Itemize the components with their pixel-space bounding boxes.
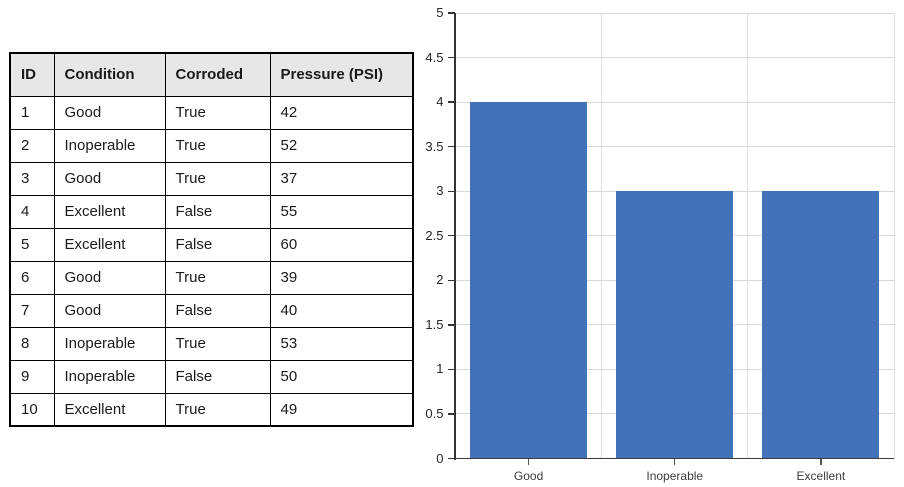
table-cell-condition: Good xyxy=(53,95,166,130)
y-axis-tick xyxy=(447,324,455,326)
table-row: 8 Inoperable True 53 xyxy=(9,326,414,361)
table-row: 6 Good True 39 xyxy=(9,260,414,295)
x-axis-category-label-good: Good xyxy=(513,468,544,483)
bar-inoperable xyxy=(616,191,734,459)
table-cell-pressure-psi: 37 xyxy=(269,161,414,196)
table-cell-corroded: True xyxy=(164,392,271,427)
y-axis-tick-label: 3 xyxy=(436,183,444,199)
column-header-pressure-psi: Pressure (PSI) xyxy=(269,52,414,97)
table-cell-condition: Excellent xyxy=(53,392,166,427)
table-row: 10 Excellent True 49 xyxy=(9,392,414,427)
table-cell-pressure-psi: 60 xyxy=(269,227,414,262)
h-gridline xyxy=(455,57,894,59)
y-axis-line xyxy=(454,13,456,460)
y-axis-tick-label: 5 xyxy=(436,5,444,20)
table-row: 7 Good False 40 xyxy=(9,293,414,328)
x-axis-tick xyxy=(527,459,530,466)
table-row: 3 Good True 37 xyxy=(9,161,414,196)
y-axis-tick-label: 0 xyxy=(436,450,444,466)
table-cell-id: 5 xyxy=(9,227,55,262)
y-axis-tick-label: 1.5 xyxy=(425,316,444,332)
table-cell-pressure-psi: 49 xyxy=(269,392,414,427)
y-axis-tick-label: 1 xyxy=(436,361,444,377)
y-axis-tick xyxy=(447,12,455,14)
table-cell-id: 7 xyxy=(9,293,55,328)
v-gridline xyxy=(747,13,749,459)
table-cell-id: 8 xyxy=(9,326,55,361)
table-cell-corroded: False xyxy=(164,227,271,262)
y-axis-tick-label: 4.5 xyxy=(425,49,444,65)
bar-excellent xyxy=(762,191,880,459)
y-axis-tick xyxy=(447,279,455,281)
table-cell-corroded: False xyxy=(164,359,271,394)
y-axis-tick xyxy=(447,413,455,415)
table-cell-pressure-psi: 42 xyxy=(269,95,414,130)
table-cell-corroded: True xyxy=(164,161,271,196)
table-cell-condition: Good xyxy=(53,260,166,295)
x-axis-category-label-inoperable: Inoperable xyxy=(646,468,704,483)
table-cell-corroded: True xyxy=(164,326,271,361)
v-gridline xyxy=(601,13,603,459)
y-axis-tick-label: 4 xyxy=(436,94,444,110)
table-cell-condition: Good xyxy=(53,161,166,196)
y-axis-tick xyxy=(447,368,455,371)
h-gridline xyxy=(455,12,894,14)
table-cell-corroded: True xyxy=(164,95,271,130)
x-axis-category-label-excellent: Excellent xyxy=(796,468,846,483)
y-axis-tick xyxy=(447,190,455,192)
table-cell-pressure-psi: 52 xyxy=(269,128,414,163)
bar-good xyxy=(470,102,588,459)
table-header-row: ID Condition Corroded Pressure (PSI) xyxy=(9,52,414,97)
y-axis-tick xyxy=(447,101,455,103)
y-axis-tick xyxy=(447,457,455,460)
y-axis-tick-label: 3.5 xyxy=(425,138,444,154)
table-cell-corroded: False xyxy=(164,293,271,328)
table-cell-pressure-psi: 40 xyxy=(269,293,414,328)
table-cell-condition: Inoperable xyxy=(53,326,166,361)
pipes-data-table: ID Condition Corroded Pressure (PSI) 1 Good T… xyxy=(9,52,414,427)
y-axis-tick xyxy=(447,145,455,148)
table-cell-corroded: True xyxy=(164,260,271,295)
x-axis-tick xyxy=(820,459,822,466)
table-cell-id: 2 xyxy=(9,128,55,163)
y-axis-tick-label: 0.5 xyxy=(425,405,444,421)
table-cell-pressure-psi: 50 xyxy=(269,359,414,394)
table-cell-condition: Good xyxy=(53,293,166,328)
h-gridline xyxy=(455,101,894,103)
table-cell-condition: Inoperable xyxy=(53,359,166,394)
table-cell-id: 3 xyxy=(9,161,55,196)
table-row: 9 Inoperable False 50 xyxy=(9,359,414,394)
x-axis-tick xyxy=(674,459,676,466)
table-cell-pressure-psi: 53 xyxy=(269,326,414,361)
table-row: 1 Good True 42 xyxy=(9,95,414,130)
h-gridline xyxy=(455,146,894,148)
table-cell-corroded: True xyxy=(164,128,271,163)
table-cell-condition: Excellent xyxy=(53,194,166,229)
table-row: 5 Excellent False 60 xyxy=(9,227,414,262)
table-cell-id: 4 xyxy=(9,194,55,229)
y-axis-tick xyxy=(447,56,455,59)
table-cell-pressure-psi: 39 xyxy=(269,260,414,295)
x-axis-line xyxy=(454,457,894,460)
v-gridline xyxy=(893,13,895,459)
table-cell-id: 6 xyxy=(9,260,55,295)
y-axis-tick xyxy=(447,235,455,237)
y-axis-tick-label: 2 xyxy=(436,272,444,288)
y-axis-tick-label: 2.5 xyxy=(425,227,444,243)
